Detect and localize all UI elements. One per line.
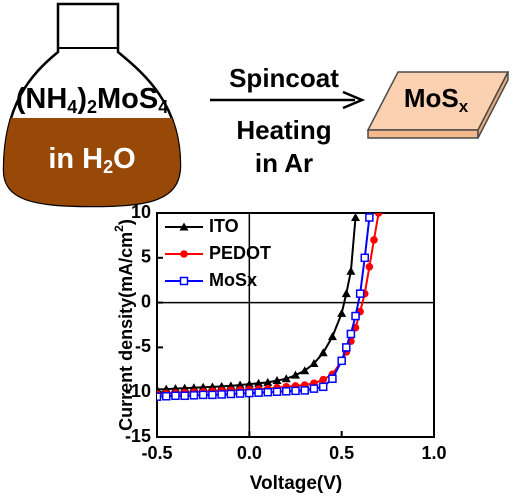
marker (351, 213, 361, 221)
text: MoS (404, 83, 459, 113)
marker (346, 329, 356, 339)
y-tick-label: 5 (141, 247, 151, 267)
marker (374, 213, 383, 217)
text: Current density(mA/cm (116, 232, 136, 431)
marker (281, 374, 291, 383)
x-tick-label: 0.0 (237, 443, 262, 463)
x-tick-label: 0.5 (329, 443, 354, 463)
marker (309, 384, 319, 393)
text: in H (48, 143, 103, 175)
marker (226, 389, 236, 399)
marker (254, 378, 264, 387)
marker (309, 359, 319, 368)
marker (319, 375, 328, 384)
marker (300, 366, 310, 375)
plot-frame (156, 212, 435, 438)
flask-label: (NH4)2MoS4 (16, 83, 168, 117)
arrow-bottom-label: Heating (236, 115, 331, 145)
marker (208, 390, 217, 400)
marker (282, 387, 291, 396)
y-tick-label: 0 (141, 291, 151, 311)
marker (327, 332, 337, 341)
x-tick-label: -0.5 (141, 443, 172, 463)
y-axis-label: Current density(mA/cm2) (112, 219, 136, 431)
subscript: 2 (103, 157, 113, 177)
marker (355, 289, 365, 298)
marker (179, 222, 189, 231)
arrow-bottom-label: in Ar (255, 148, 313, 178)
marker (365, 213, 374, 222)
marker (337, 308, 347, 317)
subscript: x (459, 97, 469, 116)
marker (300, 386, 309, 395)
marker (291, 370, 300, 379)
x-axis-label: Voltage(V) (250, 473, 343, 494)
marker (244, 379, 254, 388)
y-tick-label: 10 (131, 202, 151, 222)
marker (370, 236, 378, 244)
marker (161, 391, 171, 401)
text: ) (116, 219, 136, 225)
text: O (113, 143, 136, 175)
subscript: 4 (67, 97, 77, 117)
marker (318, 382, 328, 392)
flask-solvent: in H2O (48, 143, 135, 177)
legend-label: ITO (209, 216, 239, 236)
text: (NH (16, 83, 68, 115)
y-tick-label: -5 (135, 336, 151, 356)
marker (328, 374, 337, 384)
marker (198, 390, 208, 400)
subscript: 4 (158, 97, 168, 117)
marker (245, 388, 254, 398)
marker (180, 391, 189, 401)
text: MoS (97, 83, 158, 115)
marker (291, 386, 300, 396)
marker (337, 356, 346, 366)
marker (365, 262, 374, 271)
marker (189, 391, 199, 400)
marker (171, 391, 180, 401)
marker (263, 377, 273, 386)
flask (2, 2, 182, 208)
y-tick-label: -10 (125, 381, 151, 401)
marker (179, 276, 189, 286)
marker (235, 389, 245, 398)
series-line (157, 213, 380, 395)
marker (157, 392, 162, 401)
marker (360, 253, 369, 263)
marker (254, 388, 263, 397)
marker (263, 387, 273, 397)
marker (342, 343, 351, 352)
plot-area (157, 213, 383, 401)
marker (346, 266, 356, 275)
marker (217, 390, 226, 399)
arrow (210, 90, 366, 110)
subscript: 2 (87, 97, 97, 117)
y-tick-label: -15 (125, 426, 151, 446)
arrow-top-label: Spincoat (229, 63, 339, 93)
marker (318, 348, 328, 357)
marker (341, 289, 351, 298)
marker (351, 311, 360, 321)
marker (272, 376, 282, 385)
substrate (366, 71, 510, 139)
marker (180, 250, 188, 258)
superscript: 2 (112, 225, 126, 232)
legend-label: PEDOT (209, 243, 271, 263)
marker (272, 387, 282, 397)
legend-label: MoSx (209, 270, 257, 290)
x-tick-label: 1.0 (421, 443, 446, 463)
marker (235, 380, 245, 389)
product-label: MoSx (404, 83, 469, 117)
text: ) (77, 83, 87, 115)
